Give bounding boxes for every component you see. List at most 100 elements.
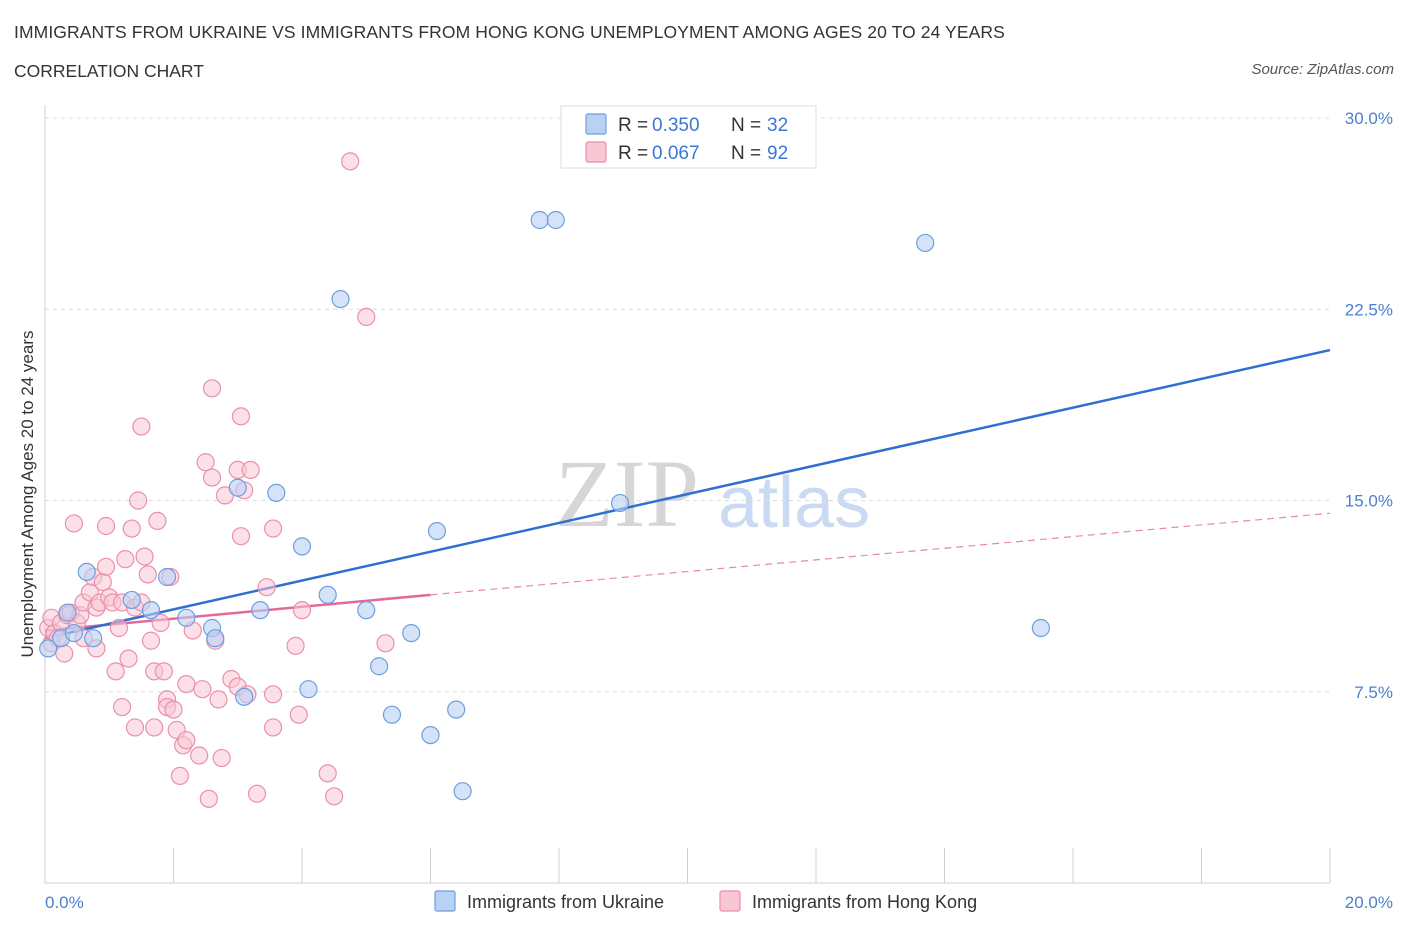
hongkong-point bbox=[190, 746, 209, 765]
hongkong-point bbox=[148, 511, 167, 531]
hongkong-point bbox=[141, 631, 161, 650]
hongkong-point bbox=[154, 662, 173, 681]
hongkong-point bbox=[145, 718, 164, 737]
legend-hongkong-n-label: N = bbox=[731, 143, 761, 164]
series-legend: Immigrants from Ukraine Immigrants from … bbox=[434, 890, 977, 912]
chart-subtitle: CORRELATION CHART bbox=[14, 61, 204, 81]
legend-hongkong-swatch bbox=[585, 141, 607, 163]
ukraine-point bbox=[251, 601, 270, 620]
bottom-legend-hongkong-swatch bbox=[719, 890, 741, 912]
hongkong-point bbox=[289, 705, 308, 724]
y-axis-label: Unemployment Among Ages 20 to 24 years bbox=[18, 331, 37, 658]
ukraine-point bbox=[427, 521, 447, 541]
hongkong-point bbox=[122, 519, 141, 538]
ukraine-point bbox=[370, 657, 389, 676]
hongkong-point bbox=[263, 718, 283, 737]
hongkong-point bbox=[231, 407, 251, 426]
x-tick-label-max: 20.0% bbox=[1345, 893, 1393, 912]
legend-ukraine-r-value: 0.350 bbox=[652, 115, 700, 136]
hongkong-point bbox=[247, 784, 267, 803]
hongkong-point bbox=[241, 460, 260, 479]
hongkong-point bbox=[96, 516, 116, 536]
ukraine-point bbox=[299, 680, 318, 699]
hongkong-point bbox=[93, 572, 112, 592]
hongkong-point bbox=[177, 674, 196, 694]
hongkong-point bbox=[257, 578, 276, 597]
ukraine-point bbox=[453, 782, 472, 801]
ukraine-point bbox=[77, 562, 96, 582]
ukraine-point bbox=[610, 493, 630, 513]
ukraine-point bbox=[447, 700, 466, 719]
hongkong-point bbox=[55, 644, 74, 663]
hongkong-point bbox=[318, 764, 337, 783]
source-credit: Source: ZipAtlas.com bbox=[1251, 61, 1394, 78]
hongkong-point bbox=[376, 634, 395, 653]
hongkong-point bbox=[202, 379, 222, 398]
ukraine-point bbox=[546, 210, 565, 230]
hongkong-point bbox=[129, 491, 148, 510]
hongkong-point bbox=[325, 787, 344, 806]
ukraine-point bbox=[267, 483, 286, 502]
x-tick-label-min: 0.0% bbox=[45, 893, 84, 912]
hongkong-point bbox=[106, 662, 125, 681]
y-tick-labels: 7.5% 15.0% 22.5% 30.0% bbox=[1345, 109, 1393, 702]
gridlines bbox=[45, 117, 1330, 693]
hongkong-point bbox=[292, 601, 312, 620]
ukraine-point bbox=[228, 478, 247, 497]
ukraine-point bbox=[331, 289, 350, 309]
hongkong-point bbox=[196, 453, 215, 472]
hongkong-point bbox=[164, 700, 183, 719]
hongkong-point bbox=[202, 468, 222, 487]
hongkong-point bbox=[177, 731, 196, 750]
legend-ukraine-swatch bbox=[585, 113, 607, 135]
ukraine-point bbox=[1031, 618, 1050, 638]
hongkong-point bbox=[132, 417, 151, 436]
hongkong-point bbox=[125, 718, 145, 737]
hongkong-point bbox=[341, 152, 360, 171]
hongkong-point bbox=[212, 748, 231, 768]
ukraine-point bbox=[64, 623, 84, 643]
watermark-zip: ZIP bbox=[555, 440, 699, 547]
y-tick-label: 7.5% bbox=[1354, 683, 1393, 702]
legend-ukraine-r-label: R = bbox=[618, 115, 648, 136]
ukraine-point bbox=[39, 639, 58, 658]
hongkong-trend-line-extrapolated bbox=[430, 512, 1331, 596]
chart-title: IMMIGRANTS FROM UKRAINE VS IMMIGRANTS FR… bbox=[14, 22, 1005, 42]
axes bbox=[44, 105, 1331, 884]
ukraine-points bbox=[39, 210, 1050, 801]
ukraine-point bbox=[157, 567, 177, 587]
y-tick-label: 30.0% bbox=[1345, 109, 1393, 128]
ukraine-point bbox=[382, 705, 402, 724]
hongkong-point bbox=[193, 680, 212, 699]
ukraine-point bbox=[84, 629, 103, 648]
bottom-legend-hongkong-label: Immigrants from Hong Kong bbox=[752, 892, 977, 912]
ukraine-point bbox=[292, 537, 312, 556]
ukraine-point bbox=[421, 725, 440, 745]
zipatlas-watermark: ZIP atlas bbox=[555, 440, 870, 547]
watermark-atlas: atlas bbox=[718, 463, 870, 543]
y-tick-label: 22.5% bbox=[1345, 300, 1393, 319]
ukraine-point bbox=[206, 629, 225, 648]
hongkong-point bbox=[135, 547, 154, 566]
legend-hongkong-r-value: 0.067 bbox=[652, 143, 700, 164]
hongkong-point bbox=[263, 519, 283, 538]
legend-ukraine-n-label: N = bbox=[731, 115, 761, 136]
x-tick-labels: 0.0% 20.0% bbox=[45, 893, 1393, 912]
legend-ukraine-n-value: 32 bbox=[767, 115, 788, 136]
ukraine-point bbox=[141, 601, 161, 620]
hongkong-point bbox=[64, 514, 84, 533]
hongkong-point bbox=[138, 565, 157, 584]
hongkong-points bbox=[39, 152, 395, 808]
ukraine-point bbox=[916, 233, 935, 253]
bottom-legend-ukraine-label: Immigrants from Ukraine bbox=[467, 892, 664, 912]
ukraine-point bbox=[235, 687, 254, 706]
hongkong-point bbox=[112, 697, 132, 717]
ukraine-point bbox=[318, 585, 337, 604]
y-tick-label: 15.0% bbox=[1345, 492, 1393, 511]
hongkong-point bbox=[286, 636, 305, 655]
bottom-legend-ukraine-swatch bbox=[434, 890, 456, 912]
hongkong-point bbox=[109, 618, 128, 638]
hongkong-point bbox=[170, 766, 190, 786]
hongkong-point bbox=[263, 685, 283, 704]
